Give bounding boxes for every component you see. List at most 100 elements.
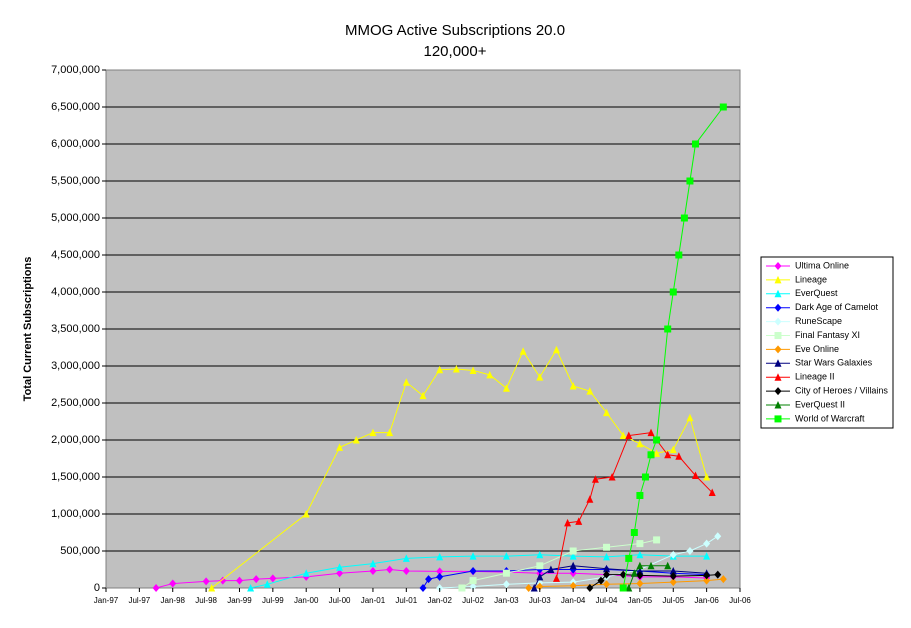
marker: [636, 579, 644, 588]
legend-label: EverQuest II: [795, 399, 845, 409]
marker: [714, 532, 722, 541]
legend-label: RuneScape: [795, 316, 842, 326]
marker: [247, 584, 255, 592]
x-tick-label: Jan-99: [227, 596, 252, 605]
marker: [703, 552, 711, 560]
marker: [630, 529, 638, 536]
marker: [591, 475, 599, 483]
legend-label: City of Heroes / Villains: [795, 385, 888, 395]
marker: [525, 584, 533, 592]
x-tick-label: Jan-05: [628, 596, 653, 605]
x-tick-label: Jan-01: [361, 596, 386, 605]
marker: [536, 373, 544, 381]
marker: [436, 365, 444, 374]
marker: [603, 564, 611, 573]
marker: [369, 566, 377, 575]
x-tick-label: Jul-01: [395, 596, 417, 605]
x-tick-label: Jan-02: [427, 596, 452, 605]
marker: [169, 579, 177, 588]
marker: [564, 518, 572, 527]
x-tick-label: Jul-05: [662, 596, 684, 605]
y-tick-label: 2,000,000: [51, 434, 100, 446]
marker: [647, 561, 655, 570]
marker: [686, 547, 694, 555]
marker: [774, 359, 782, 367]
marker: [352, 436, 360, 444]
x-tick-label: Jul-06: [729, 596, 751, 605]
legend-label: Lineage II: [795, 372, 835, 382]
y-tick-label: 6,500,000: [51, 101, 100, 113]
marker: [402, 566, 410, 575]
x-tick-label: Jul-99: [262, 596, 284, 605]
marker: [336, 563, 344, 571]
y-tick-label: 500,000: [60, 545, 100, 557]
marker: [703, 571, 711, 580]
y-tick-label: 7,000,000: [51, 64, 100, 76]
marker: [619, 584, 627, 592]
marker: [774, 317, 782, 326]
x-tick-label: Jan-06: [694, 596, 719, 605]
marker: [402, 378, 410, 386]
marker: [669, 572, 677, 581]
marker: [386, 428, 394, 437]
grid: [106, 106, 740, 552]
marker: [586, 584, 594, 592]
marker: [686, 177, 694, 185]
marker: [569, 381, 577, 390]
marker: [647, 428, 655, 437]
marker: [586, 495, 594, 503]
marker: [452, 364, 460, 373]
marker: [486, 370, 494, 379]
x-tick-label: Jul-98: [195, 596, 217, 605]
marker: [625, 584, 633, 592]
marker: [603, 552, 611, 561]
marker: [636, 540, 644, 548]
marker: [774, 289, 782, 298]
marker: [302, 569, 310, 577]
marker: [625, 431, 633, 440]
series-line: [528, 578, 724, 589]
marker: [569, 581, 577, 590]
marker: [703, 539, 711, 548]
marker: [636, 566, 644, 575]
legend-label: Final Fantasy XI: [795, 330, 860, 340]
chart-subtitle: 120,000+: [424, 43, 487, 60]
marker: [519, 347, 527, 355]
legend-label: Star Wars Galaxies: [795, 358, 873, 368]
series-layer: [152, 103, 727, 592]
marker: [603, 570, 611, 579]
y-tick-label: 2,500,000: [51, 397, 100, 409]
marker: [636, 550, 644, 559]
marker: [502, 569, 510, 577]
x-tick-label: Jan-97: [94, 596, 119, 605]
marker: [774, 303, 782, 312]
marker: [369, 559, 377, 568]
marker: [569, 552, 577, 560]
marker: [675, 251, 683, 259]
y-tick-label: 5,000,000: [51, 212, 100, 224]
marker: [653, 436, 661, 444]
marker: [458, 584, 466, 592]
x-tick-label: Jul-00: [329, 596, 351, 605]
marker: [536, 550, 544, 559]
y-tick-label: 3,000,000: [51, 360, 100, 372]
marker: [552, 574, 560, 582]
marker: [425, 575, 433, 584]
marker: [235, 576, 243, 585]
x-tick-label: Jul-04: [596, 596, 618, 605]
marker: [630, 569, 638, 577]
marker: [536, 562, 544, 570]
marker: [386, 565, 394, 574]
marker: [619, 431, 627, 440]
marker: [647, 451, 655, 459]
marker: [664, 325, 672, 333]
marker: [569, 547, 577, 555]
y-tick-label: 4,500,000: [51, 249, 100, 261]
x-tick-label: Jan-04: [561, 596, 586, 605]
marker: [669, 445, 677, 454]
marker: [692, 471, 700, 480]
marker: [252, 575, 260, 584]
marker: [675, 452, 683, 460]
marker: [774, 345, 782, 354]
